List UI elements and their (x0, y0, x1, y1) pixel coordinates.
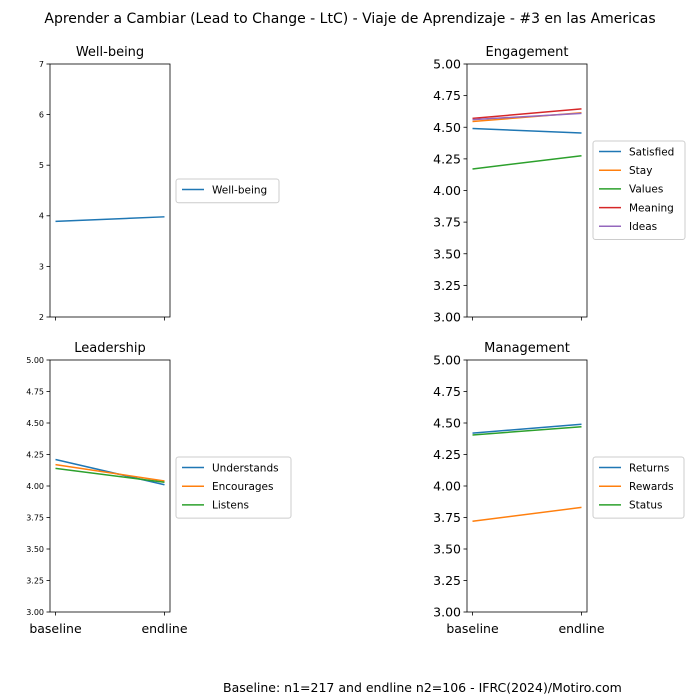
legend-label: Returns (629, 462, 669, 474)
x-tick-label: baseline (29, 621, 82, 636)
y-tick-label: 3.00 (433, 605, 461, 620)
y-tick-label: 3.75 (433, 510, 461, 525)
y-tick-label: 4.50 (26, 419, 44, 428)
y-tick-label: 2 (39, 313, 44, 322)
legend-label: Listens (212, 500, 249, 512)
y-tick-label: 4.50 (433, 120, 461, 135)
axes-frame (466, 359, 588, 613)
series-line-rewards (472, 506, 582, 523)
legend: Returns Rewards Status (592, 456, 685, 519)
legend-label: Ideas (629, 221, 657, 233)
y-tick-label: 5.00 (433, 57, 461, 72)
legend-label: Status (629, 500, 662, 512)
axes-frame (49, 359, 171, 613)
legend-label: Stay (629, 165, 652, 177)
subplot-title: Engagement (486, 45, 569, 60)
series-line-values (472, 154, 582, 170)
y-tick-label: 3.00 (433, 310, 461, 325)
series-line-meaning (472, 108, 582, 120)
y-tick-label: 3.50 (433, 246, 461, 261)
legend-label: Values (629, 184, 663, 196)
subplot-4: Management 3.00 3.25 3.50 3.75 4.00 4.25 4.50 4.… (433, 341, 685, 636)
y-tick-label: 4.25 (26, 450, 44, 459)
y-tick-label: 7 (39, 60, 44, 69)
y-tick-label: 4.00 (433, 183, 461, 198)
legend-label: Encourages (212, 481, 274, 493)
legend-label: Meaning (629, 202, 674, 214)
series-line-satisfied (472, 127, 582, 134)
x-tick-label: baseline (446, 621, 499, 636)
y-tick-label: 3.50 (433, 542, 461, 557)
legend-label: Well-being (212, 184, 267, 196)
y-tick-label: 4.25 (433, 447, 461, 462)
y-tick-label: 3.25 (26, 576, 44, 585)
y-tick-label: 3.25 (433, 278, 461, 293)
footer-note: Baseline: n1=217 and endline n2=106 - IF… (223, 680, 622, 695)
y-tick-label: 6 (39, 110, 44, 119)
y-tick-label: 5 (39, 161, 44, 170)
series-line-well-being (55, 216, 165, 223)
legend-frame (175, 178, 280, 204)
axes-frame (466, 63, 588, 318)
y-tick-label: 4.25 (433, 151, 461, 166)
subplot-3: Leadership 3.00 3.25 3.50 3.75 4.00 4.25 4.50 4.… (26, 341, 292, 636)
y-tick-label: 4.75 (433, 88, 461, 103)
legend-label: Understands (212, 462, 279, 474)
x-tick-label: endline (141, 621, 187, 636)
y-tick-label: 4.00 (26, 482, 44, 491)
y-tick-label: 3.75 (26, 513, 44, 522)
y-tick-label: 4.75 (433, 384, 461, 399)
legend-frame (592, 140, 686, 240)
legend-frame (592, 456, 685, 519)
legend-frame (175, 456, 292, 519)
y-tick-label: 3.00 (26, 608, 44, 617)
series-line-returns (472, 423, 582, 434)
subplot-title: Management (484, 341, 570, 356)
y-tick-label: 4.50 (433, 416, 461, 431)
x-tick-label: endline (558, 621, 604, 636)
y-tick-label: 4.75 (26, 387, 44, 396)
subplot-title: Well-being (76, 45, 144, 60)
chart-main-title: Aprender a Cambiar (Lead to Change - LtC… (44, 11, 656, 27)
y-tick-label: 4.00 (433, 479, 461, 494)
series-line-listens (55, 467, 165, 483)
y-tick-label: 5.00 (26, 356, 44, 365)
y-tick-label: 4 (39, 212, 44, 221)
legend: Well-being (175, 178, 280, 204)
subplot-1: Well-being 2 3 4 5 6 7 Well-being (39, 45, 280, 322)
series-line-ideas (472, 112, 582, 121)
legend: Satisfied Stay Values Meaning Ideas (592, 140, 686, 240)
y-tick-label: 3.25 (433, 573, 461, 588)
legend: Understands Encourages Listens (175, 456, 292, 519)
subplot-2: Engagement 3.00 3.25 3.50 3.75 4.00 4.25 4.50 4.… (433, 45, 686, 325)
legend-label: Satisfied (629, 146, 674, 158)
axes-frame (49, 63, 171, 318)
y-tick-label: 3.75 (433, 215, 461, 230)
y-tick-label: 5.00 (433, 353, 461, 368)
y-tick-label: 3 (39, 262, 44, 271)
subplot-title: Leadership (74, 341, 145, 356)
series-line-encourages (55, 463, 165, 482)
series-line-status (472, 426, 582, 436)
y-tick-label: 3.50 (26, 545, 44, 554)
legend-label: Rewards (629, 481, 674, 493)
